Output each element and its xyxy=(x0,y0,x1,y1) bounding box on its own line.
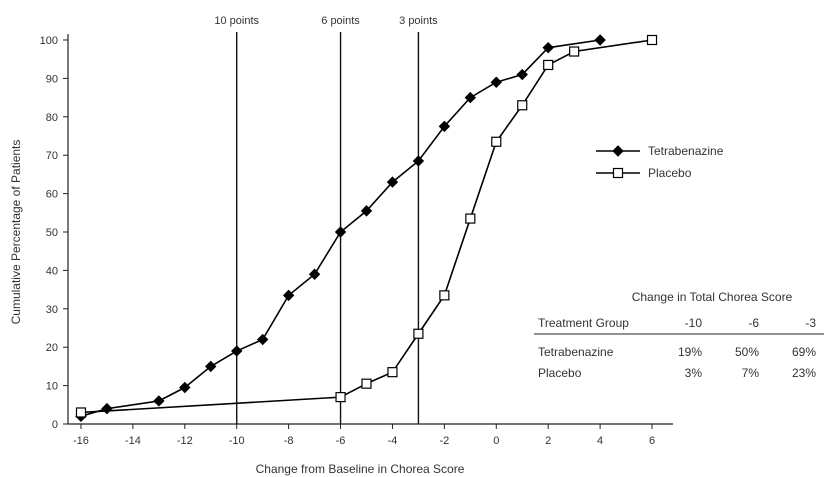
x-tick-label: 6 xyxy=(649,435,655,447)
table-cell: 3% xyxy=(685,366,703,380)
placebo-point xyxy=(413,328,424,339)
placebo-point xyxy=(75,407,87,418)
tetrabenazine-point xyxy=(594,34,606,46)
legend: Tetrabenazine Placebo xyxy=(596,144,724,180)
table-cell: 7% xyxy=(742,366,760,380)
tetrabenazine-point xyxy=(179,381,191,394)
tetrabenazine-point xyxy=(308,268,321,280)
table-header-cell: Treatment Group xyxy=(538,316,629,330)
x-tick-label: -2 xyxy=(439,435,449,447)
y-tick-label: 20 xyxy=(46,342,58,354)
reference-lines: 10 points 6 points 3 points xyxy=(214,15,438,424)
tetrabenazine-point xyxy=(542,41,554,54)
tetrabenazine-point xyxy=(438,120,451,133)
placebo-point xyxy=(646,34,658,46)
placebo-point xyxy=(335,392,346,403)
placebo-point xyxy=(543,59,554,71)
table-cell: 19% xyxy=(678,345,702,359)
y-tick-label: 100 xyxy=(40,35,58,47)
series-lines xyxy=(80,39,653,418)
tetrabenazine-point xyxy=(386,176,399,188)
table-title: Change in Total Chorea Score xyxy=(632,290,793,304)
tetrabenazine-point xyxy=(256,333,269,346)
table-header-cell: -3 xyxy=(805,316,816,330)
y-tick-label: 70 xyxy=(46,150,58,162)
placebo-point xyxy=(361,378,372,389)
tetrabenazine-point xyxy=(205,360,217,373)
table-header-cell: -6 xyxy=(748,316,759,330)
tetrabenazine-legend-marker xyxy=(612,145,624,157)
placebo-legend-label: Placebo xyxy=(648,166,692,180)
table-cell: 69% xyxy=(792,345,816,359)
tetrabenazine-point xyxy=(153,395,165,407)
x-tick-label: 0 xyxy=(493,435,499,447)
tetrabenazine-point xyxy=(464,91,477,104)
tetrabenazine-legend-label: Tetrabenazine xyxy=(648,144,724,158)
table-cell: Placebo xyxy=(538,366,582,380)
y-tick-label: 80 xyxy=(46,112,58,124)
x-tick-label: 2 xyxy=(545,435,551,447)
tetrabenazine-point xyxy=(412,155,425,167)
placebo-point xyxy=(517,100,528,111)
y-tick-label: 30 xyxy=(46,304,58,316)
table-cell: Tetrabenazine xyxy=(538,345,614,359)
table-header-cell: -10 xyxy=(685,316,703,330)
x-tick-label: -6 xyxy=(336,435,346,447)
placebo-point xyxy=(491,136,502,147)
x-tick-label: -12 xyxy=(177,435,193,447)
x-tick-label: -10 xyxy=(229,435,245,447)
reference-line-label: 10 points xyxy=(214,15,259,27)
x-tick-label: -8 xyxy=(284,435,294,447)
tetrabenazine-point xyxy=(360,205,373,217)
tetrabenazine-point xyxy=(282,289,295,302)
placebo-legend-marker xyxy=(612,167,624,179)
placebo-point xyxy=(465,213,476,224)
y-tick-label: 40 xyxy=(46,265,58,277)
x-tick-label: -14 xyxy=(125,435,141,447)
placebo-point xyxy=(439,290,450,301)
placebo-point xyxy=(387,367,398,378)
y-tick-label: 10 xyxy=(46,381,58,393)
x-tick-label: 4 xyxy=(597,435,603,447)
x-tick-label: -16 xyxy=(73,435,89,447)
y-tick-label: 50 xyxy=(46,227,58,239)
tetrabenazine-point xyxy=(516,68,528,81)
y-tick-label: 90 xyxy=(46,73,58,85)
placebo-point xyxy=(569,46,580,57)
y-tick-label: 0 xyxy=(52,419,58,431)
tetrabenazine-point xyxy=(334,226,347,238)
reference-line-label: 3 points xyxy=(399,15,438,27)
table-cell: 50% xyxy=(735,345,759,359)
tetrabenazine-point xyxy=(101,402,113,415)
y-tick-label: 60 xyxy=(46,189,58,201)
x-tick-label: -4 xyxy=(388,435,398,447)
reference-line-label: 6 points xyxy=(321,15,360,27)
x-axis-title: Change from Baseline in Chorea Score xyxy=(256,462,465,476)
tetrabenazine-point xyxy=(490,76,502,88)
series-markers xyxy=(75,34,658,423)
table-cell: 23% xyxy=(792,366,816,380)
tetrabenazine-point xyxy=(231,345,243,357)
y-axis-title: Cumulative Percentage of Patients xyxy=(9,140,23,325)
